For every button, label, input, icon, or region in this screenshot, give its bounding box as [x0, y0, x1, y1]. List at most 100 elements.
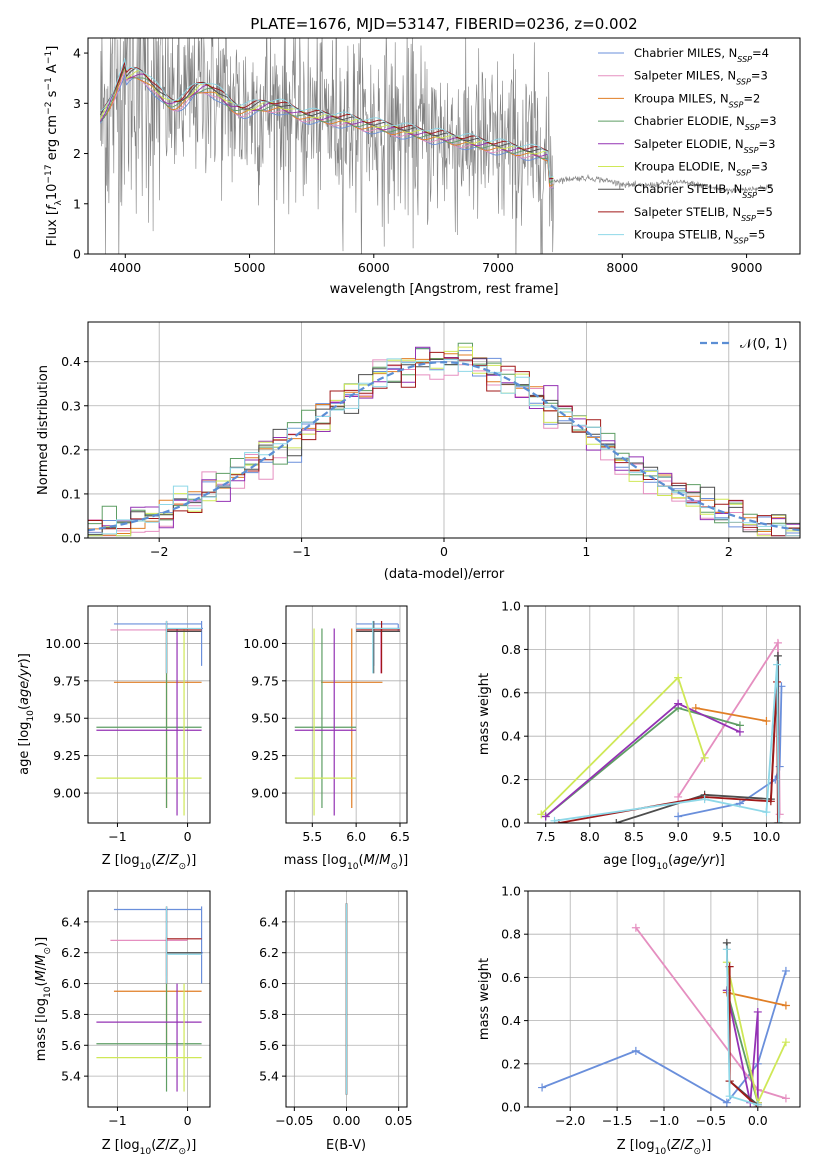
label-part: Z [log	[102, 1138, 140, 1153]
y-tick-label-group: 1.0	[501, 599, 521, 614]
x-tick-label-group: 0	[184, 1113, 192, 1128]
y-tick-label-group: 9.50	[53, 711, 81, 726]
label-part: 10	[140, 1147, 152, 1157]
x-axis-label-age-vs-z: Z [log10(Z/Z⊙)]	[102, 853, 197, 872]
y-tick-label-group: 10.00	[45, 636, 81, 651]
x-tick-label: 1	[582, 544, 590, 559]
legend-sub: SSP	[744, 145, 759, 154]
x-tick-label: 5.5	[302, 829, 322, 844]
y-tick-label: 5.6	[61, 1038, 81, 1053]
x-tick-label: 7.5	[536, 829, 556, 844]
weight_vs_z-frame: −2.0 −1.5 −1.0 −0.5 0.0 0.0 0.2 0.4 0.6 0.8 1.0	[501, 884, 801, 1128]
y-tick-label-group: 0.4	[61, 354, 81, 369]
label-part: ⊙	[179, 1147, 187, 1157]
y-tick-label-group: 5.6	[259, 1038, 279, 1053]
weight-point-kroupa_stelib	[774, 819, 783, 823]
x-tick-label-group: 7.5	[536, 829, 556, 844]
weight-line-kroupa_miles	[695, 707, 767, 722]
label-part: Z	[155, 853, 166, 868]
label-part: Z	[155, 1138, 166, 1153]
legend-value: =3	[751, 160, 768, 174]
x-tick-label-group: 0.0	[748, 1113, 768, 1128]
mass_vs_z-plot-area	[96, 906, 203, 1092]
label-part: ⊙	[390, 862, 398, 872]
label-part: 10	[45, 184, 60, 201]
normal-legend-label: 𝒩(0, 1)	[740, 337, 787, 352]
y-tick-label-group: 6.2	[61, 945, 81, 960]
y-tick-label-group: 6.2	[259, 945, 279, 960]
legend-label-salpeter_miles: Salpeter MILES, NSSP=3	[634, 69, 768, 87]
y-tick-label: 6.0	[61, 976, 81, 991]
x-tick-label: −1	[108, 1113, 126, 1128]
y-tick-label: 6.0	[259, 976, 279, 991]
y-axis-label: Flux [fλ10−17 erg cm−2 s−1 A−1]	[44, 46, 64, 247]
label-part: /	[34, 965, 49, 970]
legend-sub: SSP	[729, 100, 744, 109]
y-tick-label-group: 10.00	[243, 636, 279, 651]
weight-point-kroupa_miles	[691, 703, 700, 712]
x-tick-label: 10.0	[753, 829, 781, 844]
y-tick-label: 5.4	[61, 1069, 81, 1084]
y-tick-label: 0.2	[501, 772, 521, 787]
weight-point-kroupa_stelib	[773, 660, 782, 669]
y-tick-label: 9.50	[251, 711, 279, 726]
y-tick-label: 0.2	[501, 1056, 521, 1071]
y-tick-label: 2	[73, 146, 81, 161]
label-part: mass [log	[34, 998, 49, 1061]
x-tick-label: 8000	[606, 260, 638, 275]
weight-line-chabrier_elodie	[725, 990, 759, 1103]
x-tick-label: −1.5	[602, 1113, 632, 1128]
weight-point-salpeter_miles	[781, 1094, 790, 1103]
y-tick-label: 9.00	[53, 786, 81, 801]
x-axis-label-weight-vs-z: Z [log10(Z/Z⊙)]	[617, 1138, 712, 1157]
weight-point-kroupa_stelib	[753, 1100, 762, 1107]
legend-text: Kroupa ELODIE, N	[634, 160, 736, 174]
x-tick-label: 6.5	[390, 829, 410, 844]
y-tick-label: 10.00	[45, 636, 81, 651]
label-part: )]	[701, 1138, 711, 1153]
y-tick-label-group: 3	[73, 96, 81, 111]
legend-label-chabrier_stelib: Chabrier STELIB, NSSP=5	[634, 182, 774, 200]
x-tick-label-group: 5000	[234, 260, 266, 275]
label-part: 10	[43, 986, 53, 998]
age_vs_mass-frame: 5.5 6.0 6.5 9.00 9.25 9.50 9.75 10.00	[243, 605, 410, 844]
weight-point-chabrier_miles	[538, 1083, 547, 1092]
weight-point-kroupa_stelib	[700, 795, 709, 804]
y-tick-label: 0.0	[501, 1100, 521, 1115]
x-tick-label: 8.0	[580, 829, 600, 844]
y-tick-label-group: 9.00	[251, 786, 279, 801]
legend-value: =3	[751, 69, 768, 83]
y-tick-label-group: 5.6	[61, 1038, 81, 1053]
x-tick-label: −0.5	[696, 1113, 726, 1128]
x-tick-label-group: 4000	[109, 260, 141, 275]
y-tick-label-group: 5.4	[61, 1069, 81, 1084]
weight-point-salpeter_elodie	[753, 1007, 762, 1016]
weight-point-chabrier_miles	[631, 1046, 640, 1055]
y-axis-label: Normed distribution	[36, 365, 51, 495]
y-tick-label-group: 0.0	[61, 531, 81, 546]
legend-sub: SSP	[737, 55, 752, 64]
x-tick-label: 6000	[358, 260, 390, 275]
y-tick-label-group: 2	[73, 146, 81, 161]
label-part: mass [log	[284, 853, 347, 868]
label-part: (	[17, 705, 32, 710]
x-tick-label-group: 0.00	[333, 1113, 361, 1128]
x-tick-label: 0	[184, 829, 192, 844]
y-tick-label-group: 0.2	[61, 442, 81, 457]
x-axis-label: wavelength [Angstrom, rest frame]	[330, 282, 559, 297]
y-tick-label-group: 0	[73, 247, 81, 262]
weight-point-salpeter_elodie	[541, 812, 550, 821]
x-tick-label: −0.05	[275, 1113, 313, 1128]
y-tick-label-group: 5.4	[259, 1069, 279, 1084]
observed-spectrum-line	[100, 38, 772, 254]
y-tick-label: 0.8	[501, 927, 521, 942]
chart-title: PLATE=1676, MJD=53147, FIBERID=0236, z=0…	[250, 15, 637, 33]
axes-frame	[285, 605, 408, 824]
x-tick-label-group: 8000	[606, 260, 638, 275]
weight-point-chabrier_stelib	[773, 651, 782, 660]
y-tick-label-group: 4	[73, 46, 81, 61]
label-part: erg cm	[45, 115, 60, 164]
mass_vs_z-frame: −1 0 5.4 5.6 5.8 6.0 6.2 6.4	[61, 890, 211, 1128]
label-part: ⊙	[43, 947, 53, 955]
x-tick-label-group: −2.0	[555, 1113, 585, 1128]
